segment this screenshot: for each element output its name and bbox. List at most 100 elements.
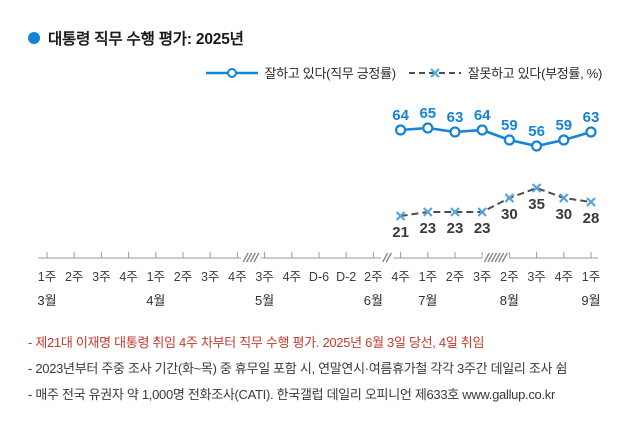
data-point-x-marker [395, 211, 406, 221]
axis-break-slash [249, 252, 256, 263]
data-point-value: 64 [474, 107, 491, 124]
tick-label-week: 3주 [201, 270, 219, 284]
tick-label-week: 1주 [419, 270, 437, 284]
series-line-solid [400, 126, 592, 148]
data-point-value: 64 [392, 107, 409, 124]
series-line-dashed [400, 186, 592, 217]
axis-break-slash [487, 252, 494, 263]
tick-label-week: 2주 [446, 270, 464, 284]
tick-label-week: 3주 [473, 270, 491, 284]
data-point-value: 59 [501, 117, 518, 134]
axis-break-slash [382, 252, 389, 263]
axis-break-gap [482, 255, 510, 261]
data-point-circle-marker [530, 140, 543, 152]
data-point-value: 21 [392, 224, 409, 241]
tick-label-week: 1주 [147, 270, 165, 284]
axis-break-gap [241, 255, 261, 261]
chart-title-text: 대통령 직무 수행 평가: 2025년 [48, 31, 244, 48]
bullet-icon [28, 32, 40, 44]
tick-label-week: D-6 [309, 270, 329, 284]
data-point-x-marker [531, 183, 542, 193]
data-point-circle-marker [449, 126, 461, 138]
axis-break-slash [490, 252, 498, 263]
data-point-x-marker [477, 207, 487, 217]
data-point-value: 63 [583, 109, 600, 126]
tick-label-week: 4주 [228, 270, 246, 284]
data-point-value: 30 [501, 206, 518, 223]
data-point-circle-marker [503, 134, 515, 146]
axis-break-slash [483, 252, 490, 263]
solid-line-circle-marker-icon [205, 67, 258, 78]
tick-label-month: 9월 [581, 293, 600, 308]
tick-label-week: 2주 [364, 270, 382, 284]
dashed-line-x-marker-icon [408, 67, 461, 78]
tick-label-week: 3주 [527, 270, 545, 284]
data-point-x-marker [559, 193, 569, 203]
legend-item-positive: 잘하고 있다(직무 긍정률) [205, 63, 396, 82]
data-point-x-marker [531, 183, 542, 193]
tick-label-week: 4주 [119, 270, 137, 284]
axis-break-slash [498, 252, 505, 263]
tick-label-week: 3주 [255, 270, 273, 284]
data-point-value: 28 [583, 210, 600, 227]
data-point-value: 65 [419, 105, 436, 122]
chart-legend: 잘하고 있다(직무 긍정률) 잘못하고 있다(부정률, %) [0, 63, 602, 82]
data-point-x-marker [586, 197, 596, 207]
data-point-x-marker [423, 207, 433, 217]
data-point-x-marker [477, 207, 487, 217]
data-point-value: 23 [474, 220, 491, 237]
data-point-value: 35 [528, 196, 545, 213]
data-point-value: 63 [447, 109, 464, 126]
data-point-circle-marker [422, 122, 434, 134]
data-point-value: 23 [419, 220, 436, 237]
axis-break-slash [242, 252, 249, 263]
data-point-x-marker [504, 193, 515, 203]
data-point-value: 59 [555, 117, 572, 134]
tick-label-week: 2주 [174, 270, 192, 284]
data-point-x-marker [395, 211, 406, 221]
footnote-line: - 제21대 이재명 대통령 취임 4주 차부터 직무 수행 평가. 2025년… [28, 335, 485, 350]
data-point-x-marker [423, 207, 433, 217]
tick-label-month: 7월 [418, 293, 437, 308]
axis-break-slash [253, 252, 260, 263]
tick-label-month: 5월 [255, 293, 274, 308]
footnote-line: - 2023년부터 주중 조사 기간(화~목) 중 휴무일 포함 시, 연말연시… [28, 361, 568, 376]
axis-break-slash [385, 252, 392, 263]
tick-label-week: 4주 [555, 270, 573, 284]
data-point-x-marker [504, 193, 515, 203]
data-point-circle-marker [395, 124, 407, 136]
tick-label-month: 8월 [500, 293, 519, 308]
footnote-line: - 매주 전국 유권자 약 1,000명 전화조사(CATI). 한국갤럽 데일… [28, 387, 555, 402]
chart-title: 대통령 직무 수행 평가: 2025년 [28, 27, 244, 49]
tick-label-week: 2주 [65, 270, 83, 284]
legend-label-positive: 잘하고 있다(직무 긍정률) [264, 66, 397, 81]
axis-break-slash [246, 252, 253, 263]
data-point-x-marker [586, 197, 596, 207]
tick-label-month: 6월 [364, 293, 383, 308]
data-point-circle-marker [476, 124, 488, 136]
tick-label-month: 4월 [146, 293, 165, 308]
tick-label-week: 2주 [500, 270, 518, 284]
axis-break-slash [501, 252, 508, 263]
data-point-x-marker [559, 193, 569, 203]
legend-item-negative: 잘못하고 있다(부정률, %) [408, 63, 602, 82]
tick-label-week: 1주 [38, 270, 56, 284]
tick-label-week: 1주 [582, 270, 600, 284]
tick-label-week: 3주 [92, 270, 110, 284]
legend-label-negative: 잘못하고 있다(부정률, %) [467, 66, 603, 81]
axis-break-gap [380, 255, 394, 261]
tick-label-week: 4주 [283, 270, 301, 284]
tick-label-week: D-2 [336, 270, 356, 284]
data-point-x-marker [450, 207, 460, 217]
footnotes: - 제21대 이재명 대통령 취임 4주 차부터 직무 수행 평가. 2025년… [28, 330, 636, 408]
tick-label-month: 3월 [37, 293, 56, 308]
data-point-circle-marker [585, 126, 597, 138]
data-point-value: 30 [555, 206, 572, 223]
data-point-value: 56 [528, 123, 545, 140]
axis-break-slash [494, 252, 501, 263]
data-point-x-marker [450, 207, 460, 217]
data-point-value: 23 [447, 220, 464, 237]
data-point-circle-marker [558, 134, 570, 146]
tick-label-week: 4주 [391, 270, 409, 284]
